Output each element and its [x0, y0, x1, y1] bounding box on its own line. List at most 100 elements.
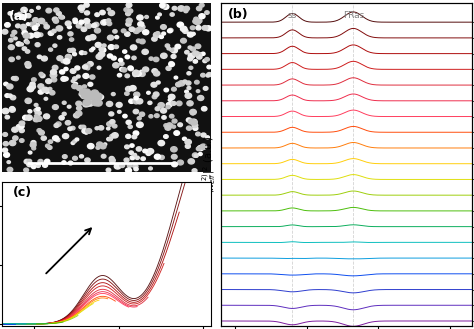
Circle shape	[65, 56, 71, 60]
Circle shape	[114, 45, 118, 49]
Circle shape	[149, 115, 153, 118]
Circle shape	[102, 44, 106, 47]
Circle shape	[90, 49, 93, 52]
Circle shape	[133, 99, 139, 104]
Circle shape	[79, 20, 84, 24]
Circle shape	[24, 168, 28, 172]
Circle shape	[114, 164, 121, 169]
Circle shape	[100, 10, 105, 15]
Circle shape	[61, 60, 65, 63]
Circle shape	[130, 45, 137, 50]
Circle shape	[78, 5, 85, 11]
Circle shape	[160, 141, 164, 144]
Circle shape	[194, 19, 201, 25]
Circle shape	[45, 159, 50, 164]
Circle shape	[15, 13, 19, 16]
Circle shape	[126, 87, 132, 91]
Circle shape	[158, 103, 164, 108]
Circle shape	[139, 39, 145, 44]
Circle shape	[135, 156, 139, 160]
Circle shape	[126, 12, 131, 16]
Circle shape	[83, 99, 91, 106]
Circle shape	[86, 67, 90, 70]
Circle shape	[84, 18, 90, 23]
Circle shape	[108, 35, 114, 40]
Circle shape	[109, 120, 115, 124]
Circle shape	[155, 154, 161, 159]
Circle shape	[123, 50, 127, 53]
Circle shape	[165, 44, 170, 47]
Circle shape	[177, 160, 183, 165]
Circle shape	[118, 59, 123, 62]
Circle shape	[62, 112, 66, 115]
Circle shape	[43, 163, 47, 167]
Circle shape	[185, 50, 189, 54]
Circle shape	[148, 101, 152, 104]
Circle shape	[95, 42, 101, 47]
Circle shape	[19, 139, 24, 142]
Circle shape	[81, 27, 87, 32]
Circle shape	[149, 57, 153, 60]
Circle shape	[38, 84, 44, 89]
Circle shape	[16, 24, 20, 28]
Circle shape	[73, 113, 80, 118]
Circle shape	[24, 159, 30, 164]
Circle shape	[94, 93, 102, 99]
Circle shape	[46, 90, 49, 93]
Circle shape	[188, 53, 195, 59]
Circle shape	[20, 14, 26, 19]
Circle shape	[74, 83, 78, 86]
Circle shape	[138, 22, 144, 27]
Circle shape	[178, 123, 182, 127]
Circle shape	[133, 70, 139, 76]
Text: FRas: FRas	[343, 12, 364, 20]
Circle shape	[9, 140, 16, 146]
Circle shape	[86, 129, 91, 133]
Circle shape	[181, 26, 187, 32]
Circle shape	[119, 164, 125, 167]
Circle shape	[182, 29, 188, 34]
Circle shape	[73, 53, 76, 56]
Circle shape	[5, 23, 10, 27]
Circle shape	[8, 12, 12, 15]
Circle shape	[68, 48, 73, 52]
Circle shape	[203, 59, 207, 63]
Circle shape	[11, 34, 14, 37]
Circle shape	[133, 28, 139, 34]
Circle shape	[38, 18, 45, 24]
Circle shape	[32, 147, 36, 150]
Circle shape	[81, 93, 87, 99]
Circle shape	[170, 13, 174, 16]
Circle shape	[137, 122, 143, 127]
Circle shape	[48, 31, 54, 36]
Circle shape	[41, 56, 47, 61]
Circle shape	[33, 18, 38, 22]
Circle shape	[35, 111, 41, 115]
Circle shape	[172, 119, 177, 123]
Circle shape	[8, 94, 12, 97]
Circle shape	[133, 131, 139, 136]
Circle shape	[53, 136, 59, 140]
Circle shape	[31, 140, 36, 144]
Circle shape	[26, 115, 32, 120]
Circle shape	[112, 124, 117, 128]
Circle shape	[194, 80, 199, 84]
Circle shape	[62, 101, 66, 104]
Circle shape	[194, 17, 198, 21]
Circle shape	[82, 85, 86, 88]
Circle shape	[191, 120, 197, 125]
Circle shape	[11, 77, 16, 80]
Circle shape	[52, 29, 56, 33]
Circle shape	[178, 6, 184, 11]
Circle shape	[38, 118, 41, 121]
Circle shape	[136, 147, 142, 151]
Circle shape	[202, 26, 208, 30]
Circle shape	[201, 133, 206, 137]
Circle shape	[86, 24, 91, 28]
Circle shape	[162, 32, 165, 35]
Circle shape	[98, 52, 105, 57]
Circle shape	[119, 62, 124, 65]
Circle shape	[76, 24, 82, 28]
Circle shape	[137, 116, 141, 120]
Circle shape	[133, 164, 138, 168]
